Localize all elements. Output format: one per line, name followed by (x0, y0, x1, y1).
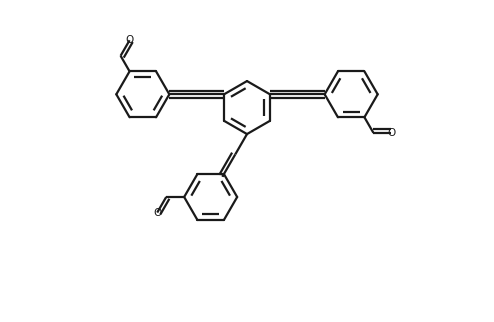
Text: O: O (125, 35, 134, 45)
Text: O: O (153, 208, 162, 218)
Text: O: O (387, 128, 396, 138)
